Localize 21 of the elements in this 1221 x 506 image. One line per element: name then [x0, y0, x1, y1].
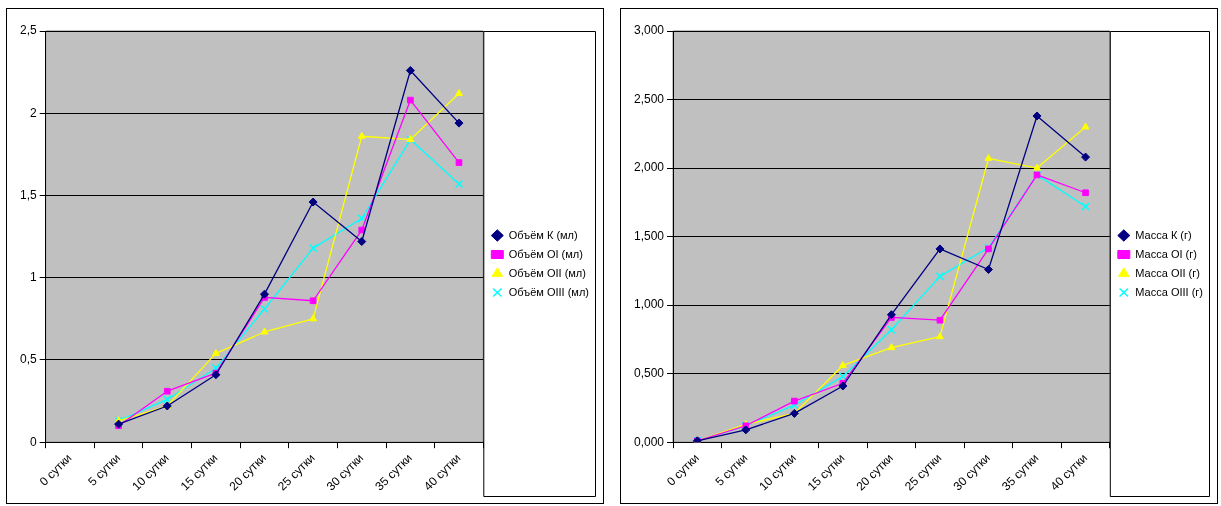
y-tick-label: 0,5	[19, 352, 37, 367]
legend-label: Масса OI (г)	[1135, 247, 1197, 260]
legend-label: Объём OII (мл)	[508, 266, 586, 279]
legend-label: Объём OIII (мл)	[508, 285, 590, 298]
y-tick-label: 2,5	[19, 23, 37, 38]
legend-label: Объём OI (мл)	[508, 247, 583, 260]
y-tick-label: 0,500	[634, 365, 665, 380]
legend-label: Масса OIII (г)	[1135, 285, 1204, 298]
y-tick-label: 1,000	[634, 297, 665, 312]
y-tick-label: 1,5	[19, 187, 37, 202]
y-tick-label: 2,000	[634, 160, 665, 175]
y-tick-label: 1,500	[634, 228, 665, 243]
y-tick-label: 3,000	[634, 23, 665, 38]
y-tick-label: 0	[29, 434, 37, 449]
y-tick-label: 2,500	[634, 91, 665, 106]
y-tick-label: 0,000	[634, 434, 665, 449]
y-tick-label: 1	[29, 270, 37, 285]
y-tick-label: 2	[29, 105, 37, 120]
legend-label: Масса OII (г)	[1135, 266, 1200, 279]
legend-label: Объём К (мл)	[508, 228, 578, 241]
legend-label: Масса К (г)	[1135, 228, 1192, 241]
